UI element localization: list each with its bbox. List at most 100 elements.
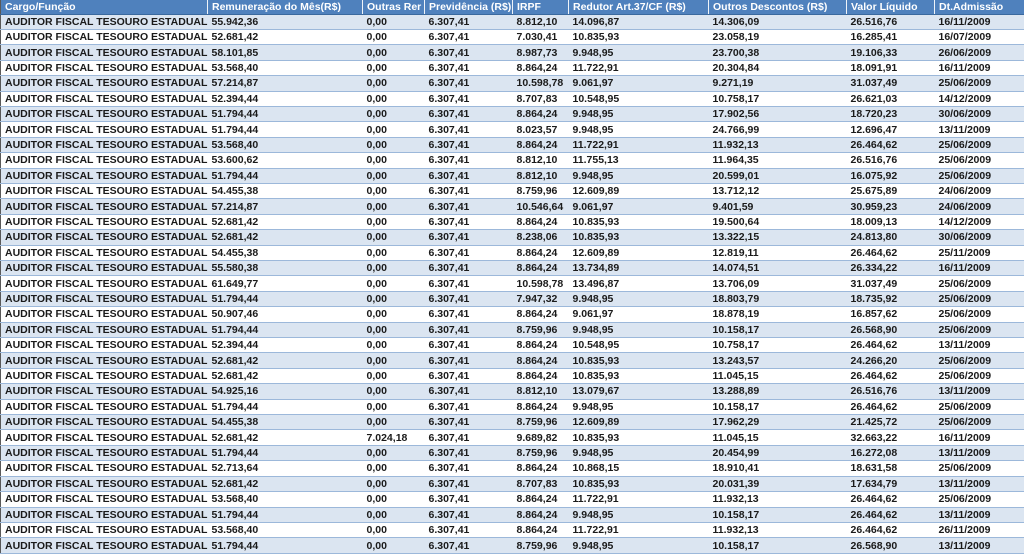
cell-redutor-art37: 11.722,91 <box>568 521 709 538</box>
cell-irpf: 10.598,78 <box>512 75 569 92</box>
cell-cargo: AUDITOR FISCAL TESOURO ESTADUAL <box>0 290 208 307</box>
cell-dt-admissao: 25/06/2009 <box>934 306 1024 323</box>
cell-remuneracao-mes: 52.681,42 <box>207 213 363 230</box>
cell-remuneracao-mes: 54.925,16 <box>207 383 363 400</box>
cell-outras-rer: 0,00 <box>362 75 425 92</box>
cell-valor-liquido: 26.621,03 <box>846 90 935 107</box>
cell-cargo: AUDITOR FISCAL TESOURO ESTADUAL <box>0 13 208 30</box>
cell-outros-descontos: 18.910,41 <box>708 460 847 477</box>
cell-remuneracao-mes: 52.394,44 <box>207 337 363 353</box>
cell-previdencia: 6.307,41 <box>424 28 513 45</box>
cell-outros-descontos: 11.045,15 <box>708 367 847 384</box>
cell-dt-admissao: 25/06/2009 <box>934 321 1024 338</box>
cell-outras-rer: 0,00 <box>362 13 425 30</box>
cell-dt-admissao: 16/11/2009 <box>934 429 1024 446</box>
cell-valor-liquido: 31.037,49 <box>846 275 935 292</box>
cell-remuneracao-mes: 55.942,36 <box>207 13 363 30</box>
cell-redutor-art37: 12.609,89 <box>568 414 709 430</box>
cell-remuneracao-mes: 53.568,40 <box>207 136 363 153</box>
cell-remuneracao-mes: 52.681,42 <box>207 352 363 369</box>
cell-previdencia: 6.307,41 <box>424 398 513 415</box>
table-row: AUDITOR FISCAL TESOURO ESTADUAL 54.455,38… <box>0 182 1024 199</box>
cell-previdencia: 6.307,41 <box>424 491 513 507</box>
cell-outras-rer: 0,00 <box>362 306 425 323</box>
cell-previdencia: 6.307,41 <box>424 414 513 430</box>
cell-redutor-art37: 13.734,89 <box>568 259 709 276</box>
cell-redutor-art37: 9.061,97 <box>568 75 709 92</box>
cell-irpf: 8.864,24 <box>512 59 569 76</box>
table-row: AUDITOR FISCAL TESOURO ESTADUAL 55.580,38… <box>0 259 1024 276</box>
cell-redutor-art37: 9.948,95 <box>568 506 709 523</box>
cell-remuneracao-mes: 53.568,40 <box>207 521 363 538</box>
cell-redutor-art37: 9.948,95 <box>568 290 709 307</box>
table-row: AUDITOR FISCAL TESOURO ESTADUAL 53.568,40… <box>0 136 1024 153</box>
cell-irpf: 8.864,24 <box>512 491 569 507</box>
cell-cargo: AUDITOR FISCAL TESOURO ESTADUAL <box>0 352 208 369</box>
cell-outras-rer: 0,00 <box>362 229 425 246</box>
cell-remuneracao-mes: 51.794,44 <box>207 105 363 122</box>
cell-valor-liquido: 25.675,89 <box>846 182 935 199</box>
cell-redutor-art37: 9.948,95 <box>568 444 709 461</box>
cell-dt-admissao: 25/06/2009 <box>934 367 1024 384</box>
cell-previdencia: 6.307,41 <box>424 352 513 369</box>
cell-valor-liquido: 19.106,33 <box>846 44 935 61</box>
cell-cargo: AUDITOR FISCAL TESOURO ESTADUAL <box>0 337 208 353</box>
cell-redutor-art37: 9.948,95 <box>568 105 709 122</box>
cell-remuneracao-mes: 53.600,62 <box>207 152 363 169</box>
cell-outras-rer: 0,00 <box>362 105 425 122</box>
cell-previdencia: 6.307,41 <box>424 460 513 477</box>
cell-valor-liquido: 26.464,62 <box>846 367 935 384</box>
cell-cargo: AUDITOR FISCAL TESOURO ESTADUAL <box>0 398 208 415</box>
cell-previdencia: 6.307,41 <box>424 429 513 446</box>
cell-remuneracao-mes: 52.681,42 <box>207 367 363 384</box>
cell-valor-liquido: 26.464,62 <box>846 244 935 261</box>
cell-cargo: AUDITOR FISCAL TESOURO ESTADUAL <box>0 444 208 461</box>
cell-outras-rer: 0,00 <box>362 44 425 61</box>
cell-dt-admissao: 24/06/2009 <box>934 182 1024 199</box>
table-row: AUDITOR FISCAL TESOURO ESTADUAL 52.681,42… <box>0 429 1024 446</box>
cell-previdencia: 6.307,41 <box>424 105 513 122</box>
table-row: AUDITOR FISCAL TESOURO ESTADUAL 52.394,44… <box>0 90 1024 107</box>
cell-remuneracao-mes: 51.794,44 <box>207 537 363 554</box>
table-row: AUDITOR FISCAL TESOURO ESTADUAL 52.681,42… <box>0 475 1024 492</box>
cell-valor-liquido: 24.813,80 <box>846 229 935 246</box>
cell-remuneracao-mes: 51.794,44 <box>207 398 363 415</box>
cell-outros-descontos: 17.902,56 <box>708 105 847 122</box>
cell-cargo: AUDITOR FISCAL TESOURO ESTADUAL <box>0 44 208 61</box>
cell-irpf: 8.864,24 <box>512 306 569 323</box>
cell-dt-admissao: 25/06/2009 <box>934 491 1024 507</box>
cell-outros-descontos: 14.074,51 <box>708 259 847 276</box>
table-row: AUDITOR FISCAL TESOURO ESTADUAL 52.681,42… <box>0 367 1024 384</box>
cell-cargo: AUDITOR FISCAL TESOURO ESTADUAL <box>0 414 208 430</box>
cell-previdencia: 6.307,41 <box>424 213 513 230</box>
cell-outros-descontos: 11.932,13 <box>708 136 847 153</box>
cell-outras-rer: 0,00 <box>362 337 425 353</box>
cell-irpf: 8.238,06 <box>512 229 569 246</box>
cell-outras-rer: 0,00 <box>362 136 425 153</box>
cell-outras-rer: 0,00 <box>362 59 425 76</box>
cell-valor-liquido: 31.037,49 <box>846 75 935 92</box>
cell-outras-rer: 0,00 <box>362 352 425 369</box>
cell-cargo: AUDITOR FISCAL TESOURO ESTADUAL <box>0 537 208 554</box>
cell-irpf: 8.864,24 <box>512 244 569 261</box>
cell-cargo: AUDITOR FISCAL TESOURO ESTADUAL <box>0 198 208 215</box>
table-row: AUDITOR FISCAL TESOURO ESTADUAL 57.214,87… <box>0 75 1024 92</box>
cell-redutor-art37: 12.609,89 <box>568 182 709 199</box>
cell-valor-liquido: 26.464,62 <box>846 491 935 507</box>
cell-dt-admissao: 14/12/2009 <box>934 90 1024 107</box>
cell-redutor-art37: 10.835,93 <box>568 429 709 446</box>
cell-valor-liquido: 26.464,62 <box>846 337 935 353</box>
cell-redutor-art37: 9.948,95 <box>568 537 709 554</box>
cell-irpf: 8.864,24 <box>512 367 569 384</box>
cell-outros-descontos: 13.243,57 <box>708 352 847 369</box>
cell-previdencia: 6.307,41 <box>424 244 513 261</box>
table-row: AUDITOR FISCAL TESOURO ESTADUAL 52.713,64… <box>0 460 1024 477</box>
cell-outras-rer: 0,00 <box>362 537 425 554</box>
cell-dt-admissao: 16/07/2009 <box>934 28 1024 45</box>
table-row: AUDITOR FISCAL TESOURO ESTADUAL 51.794,44… <box>0 398 1024 415</box>
cell-redutor-art37: 11.722,91 <box>568 491 709 507</box>
cell-cargo: AUDITOR FISCAL TESOURO ESTADUAL <box>0 229 208 246</box>
cell-remuneracao-mes: 53.568,40 <box>207 491 363 507</box>
cell-outras-rer: 0,00 <box>362 491 425 507</box>
cell-cargo: AUDITOR FISCAL TESOURO ESTADUAL <box>0 275 208 292</box>
